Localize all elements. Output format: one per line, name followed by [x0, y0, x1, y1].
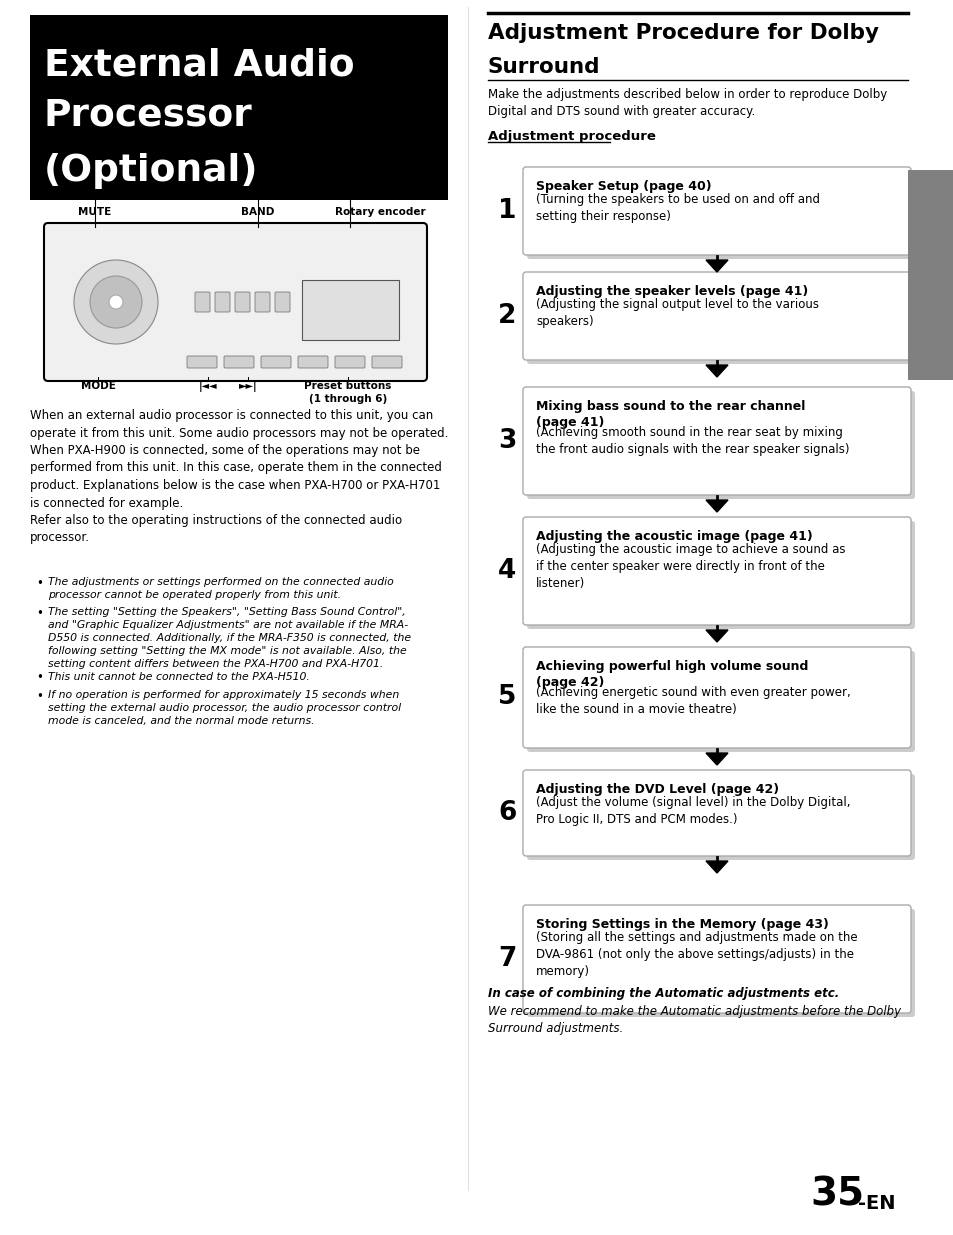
- Text: BAND: BAND: [241, 207, 274, 217]
- Text: Surround: Surround: [488, 57, 599, 77]
- Text: •: •: [36, 690, 43, 703]
- Text: 1: 1: [497, 198, 516, 224]
- Text: Adjusting the speaker levels (page 41): Adjusting the speaker levels (page 41): [536, 285, 807, 298]
- Text: Adjusting the DVD Level (page 42): Adjusting the DVD Level (page 42): [536, 783, 779, 797]
- Text: Preset buttons
(1 through 6): Preset buttons (1 through 6): [304, 382, 392, 404]
- FancyBboxPatch shape: [194, 291, 210, 312]
- FancyBboxPatch shape: [522, 517, 910, 625]
- Text: (Adjusting the signal output level to the various
speakers): (Adjusting the signal output level to th…: [536, 298, 818, 329]
- Polygon shape: [705, 753, 727, 764]
- Circle shape: [90, 275, 142, 329]
- FancyBboxPatch shape: [522, 905, 910, 1013]
- FancyBboxPatch shape: [526, 651, 914, 752]
- Text: This unit cannot be connected to the PXA-H510.: This unit cannot be connected to the PXA…: [48, 672, 310, 682]
- Text: Mixing bass sound to the rear channel
(page 41): Mixing bass sound to the rear channel (p…: [536, 400, 804, 429]
- Text: 35: 35: [809, 1174, 863, 1213]
- Text: 6: 6: [497, 800, 516, 826]
- Text: |◄◄: |◄◄: [198, 382, 217, 391]
- Text: •: •: [36, 672, 43, 684]
- Text: Speaker Setup (page 40): Speaker Setup (page 40): [536, 180, 711, 193]
- Text: -EN: -EN: [857, 1194, 895, 1213]
- FancyBboxPatch shape: [44, 224, 427, 382]
- Polygon shape: [705, 500, 727, 513]
- Text: Adjusting the acoustic image (page 41): Adjusting the acoustic image (page 41): [536, 530, 812, 543]
- Text: (Achieving smooth sound in the rear seat by mixing
the front audio signals with : (Achieving smooth sound in the rear seat…: [536, 426, 848, 456]
- Text: Adjustment Procedure for Dolby: Adjustment Procedure for Dolby: [488, 23, 878, 43]
- Text: 2: 2: [497, 303, 516, 329]
- FancyBboxPatch shape: [372, 356, 401, 368]
- Text: Make the adjustments described below in order to reproduce Dolby
Digital and DTS: Make the adjustments described below in …: [488, 88, 886, 119]
- Text: When an external audio processor is connected to this unit, you can
operate it f: When an external audio processor is conn…: [30, 409, 448, 545]
- Polygon shape: [705, 630, 727, 642]
- Text: (Adjusting the acoustic image to achieve a sound as
if the center speaker were d: (Adjusting the acoustic image to achieve…: [536, 543, 844, 590]
- Text: Storing Settings in the Memory (page 43): Storing Settings in the Memory (page 43): [536, 918, 828, 931]
- Text: ►►|: ►►|: [238, 382, 257, 391]
- FancyBboxPatch shape: [187, 356, 216, 368]
- Text: (Optional): (Optional): [44, 153, 258, 189]
- Circle shape: [74, 261, 158, 345]
- Text: 4: 4: [497, 558, 516, 584]
- Text: (Achieving energetic sound with even greater power,
like the sound in a movie th: (Achieving energetic sound with even gre…: [536, 685, 850, 716]
- Text: The setting "Setting the Speakers", "Setting Bass Sound Control",
and "Graphic E: The setting "Setting the Speakers", "Set…: [48, 606, 411, 669]
- FancyBboxPatch shape: [297, 356, 328, 368]
- Text: In case of combining the Automatic adjustments etc.: In case of combining the Automatic adjus…: [488, 987, 839, 1000]
- Text: 3: 3: [497, 429, 516, 454]
- FancyBboxPatch shape: [214, 291, 230, 312]
- FancyBboxPatch shape: [522, 769, 910, 856]
- FancyBboxPatch shape: [254, 291, 270, 312]
- FancyBboxPatch shape: [274, 291, 290, 312]
- FancyBboxPatch shape: [522, 167, 910, 254]
- FancyBboxPatch shape: [526, 275, 914, 364]
- Text: Rotary encoder: Rotary encoder: [335, 207, 425, 217]
- Text: Adjustment procedure: Adjustment procedure: [488, 130, 656, 143]
- FancyBboxPatch shape: [522, 272, 910, 359]
- FancyBboxPatch shape: [526, 774, 914, 860]
- FancyBboxPatch shape: [224, 356, 253, 368]
- FancyBboxPatch shape: [526, 909, 914, 1016]
- FancyBboxPatch shape: [30, 15, 448, 200]
- FancyBboxPatch shape: [234, 291, 250, 312]
- FancyBboxPatch shape: [907, 170, 953, 380]
- FancyBboxPatch shape: [526, 170, 914, 259]
- Text: We recommend to make the Automatic adjustments before the Dolby
Surround adjustm: We recommend to make the Automatic adjus…: [488, 1005, 901, 1035]
- Text: MUTE: MUTE: [78, 207, 112, 217]
- FancyBboxPatch shape: [335, 356, 365, 368]
- Text: If no operation is performed for approximately 15 seconds when
setting the exter: If no operation is performed for approxi…: [48, 690, 400, 726]
- Text: (Storing all the settings and adjustments made on the
DVA-9861 (not only the abo: (Storing all the settings and adjustment…: [536, 931, 857, 978]
- Polygon shape: [705, 366, 727, 377]
- FancyBboxPatch shape: [526, 391, 914, 499]
- Text: •: •: [36, 606, 43, 620]
- Polygon shape: [705, 861, 727, 873]
- Text: 5: 5: [497, 684, 516, 710]
- Text: External Audio: External Audio: [44, 47, 355, 83]
- Text: MODE: MODE: [80, 382, 115, 391]
- FancyBboxPatch shape: [522, 647, 910, 748]
- Text: (Adjust the volume (signal level) in the Dolby Digital,
Pro Logic II, DTS and PC: (Adjust the volume (signal level) in the…: [536, 797, 850, 826]
- Text: Processor: Processor: [44, 98, 253, 133]
- FancyBboxPatch shape: [302, 280, 398, 340]
- Text: •: •: [36, 577, 43, 590]
- Text: (Turning the speakers to be used on and off and
setting their response): (Turning the speakers to be used on and …: [536, 193, 820, 224]
- Text: 7: 7: [497, 946, 516, 972]
- Polygon shape: [705, 261, 727, 272]
- FancyBboxPatch shape: [522, 387, 910, 495]
- Circle shape: [109, 295, 123, 309]
- Text: Achieving powerful high volume sound
(page 42): Achieving powerful high volume sound (pa…: [536, 659, 807, 689]
- Text: The adjustments or settings performed on the connected audio
processor cannot be: The adjustments or settings performed on…: [48, 577, 394, 600]
- FancyBboxPatch shape: [526, 521, 914, 629]
- FancyBboxPatch shape: [261, 356, 291, 368]
